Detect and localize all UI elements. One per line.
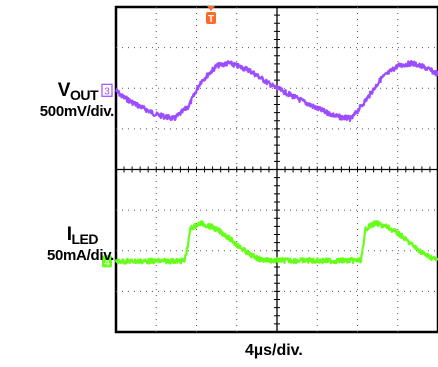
iled-marker-text: 4 bbox=[104, 257, 110, 268]
iled-channel-marker: 4 bbox=[102, 255, 112, 268]
trigger-arrow bbox=[207, 6, 215, 11]
plot-markers: 3 4 T bbox=[101, 6, 216, 268]
vout-channel-marker: 3 bbox=[101, 83, 113, 97]
trigger-text: T bbox=[208, 14, 214, 25]
trigger-box bbox=[206, 12, 216, 24]
vout-trace bbox=[115, 59, 438, 123]
vout-channel-label: VOUT bbox=[57, 80, 99, 103]
plot-traces bbox=[114, 59, 438, 265]
vout-label-sub: OUT bbox=[69, 87, 99, 103]
plot-grid bbox=[114, 5, 438, 334]
iled-scale-label: 50mA/div. bbox=[46, 247, 114, 264]
vout-scale-label: 500mV/div. bbox=[39, 103, 115, 120]
iled-marker-box bbox=[102, 255, 112, 268]
time-scale-label: 4µs/div. bbox=[245, 342, 303, 359]
vout-marker-text: 3 bbox=[104, 86, 110, 97]
vout-label-main: V bbox=[57, 80, 71, 101]
iled-label-main: I bbox=[66, 224, 72, 245]
trigger-marker: T bbox=[206, 6, 216, 25]
vout-marker-box bbox=[101, 83, 113, 97]
iled-channel-label: ILED bbox=[66, 224, 99, 247]
iled-trace bbox=[114, 220, 438, 265]
iled-label-sub: LED bbox=[71, 231, 99, 247]
